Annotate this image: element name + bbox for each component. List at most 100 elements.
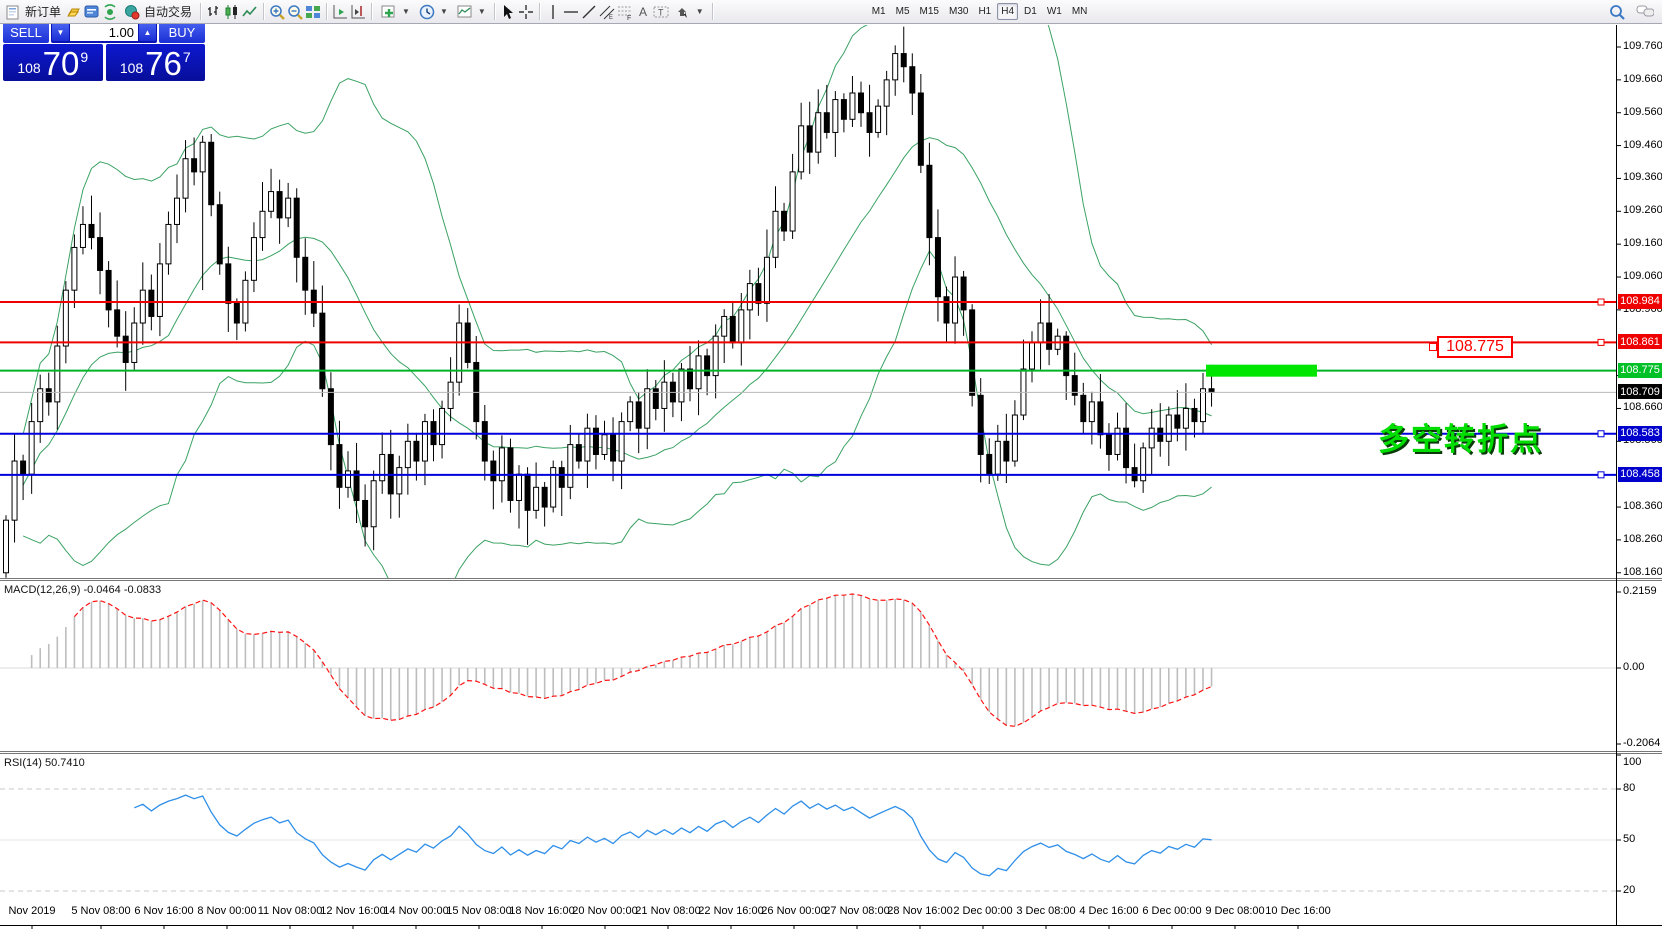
terminal-icon[interactable] <box>83 3 101 21</box>
periods-button[interactable]: ▼ <box>414 1 452 22</box>
time-axis-label: 22 Nov 16:00 <box>698 905 764 917</box>
macd-axis-tick: -0.2064 <box>1623 737 1661 749</box>
price-line-label: 108.984 <box>1618 293 1662 309</box>
candle-chart-icon[interactable] <box>223 3 241 21</box>
one-click-trading-panel: SELL ▼ 1.00 ▲ BUY 108 70 9 108 76 7 <box>3 21 205 81</box>
rsi-label: RSI(14) 50.7410 <box>4 757 85 769</box>
price-axis-tick: 109.460 <box>1623 138 1662 151</box>
time-axis-label: Nov 2019 <box>8 905 56 917</box>
volume-decrease-button[interactable]: ▼ <box>52 23 69 41</box>
price-axis-tick: 109.060 <box>1623 270 1662 283</box>
chart-annotation-text: 多空转折点 <box>1378 422 1543 457</box>
price-axis-tick: 108.360 <box>1623 500 1662 513</box>
time-axis-label: 12 Nov 16:00 <box>320 905 386 917</box>
price-axis-tick: 109.360 <box>1623 171 1662 184</box>
price-line-label: 108.775 <box>1618 362 1662 378</box>
zoom-out-icon[interactable] <box>286 3 304 21</box>
arrows-icon <box>674 3 692 21</box>
timeframe-M5[interactable]: M5 <box>895 6 910 17</box>
main-toolbar: 新订单 自动交易 ▼ <box>0 0 1662 24</box>
time-axis-label: 3 Dec 08:00 <box>1016 905 1076 917</box>
trendline-icon[interactable] <box>580 3 598 21</box>
time-axis-label: 20 Nov 00:00 <box>572 905 638 917</box>
horizontal-line-icon[interactable] <box>562 3 580 21</box>
sell-price-int: 108 <box>17 60 41 76</box>
time-axis-label: 8 Nov 00:00 <box>197 905 257 917</box>
chat-icon[interactable] <box>1636 3 1654 21</box>
chevron-down-icon: ▼ <box>695 7 704 16</box>
volume-input[interactable]: 1.00 <box>70 23 138 41</box>
timeframe-group: M1 M5 M15 M30 H1 H4 D1 W1 MN <box>867 3 1093 20</box>
autotrade-button[interactable]: 自动交易 <box>119 1 196 22</box>
time-axis-label: 21 Nov 08:00 <box>635 905 701 917</box>
toolbar-separator <box>263 3 265 20</box>
time-axis-label: 15 Nov 08:00 <box>446 905 512 917</box>
text-icon[interactable]: A <box>634 3 652 21</box>
buy-price-int: 108 <box>119 60 144 76</box>
timeframe-H1[interactable]: H1 <box>978 6 992 17</box>
vertical-line-icon[interactable] <box>544 3 562 21</box>
signal-icon[interactable] <box>101 3 119 21</box>
sell-price-main: 70 <box>42 45 80 82</box>
timeframe-M15[interactable]: M15 <box>919 6 939 17</box>
chart-shift-icon[interactable] <box>349 3 367 21</box>
chart-window[interactable] <box>0 24 1662 945</box>
toolbar-separator <box>538 3 540 20</box>
sell-price-display[interactable]: 108 70 9 <box>3 44 103 81</box>
toolbar-separator <box>326 3 328 20</box>
channel-icon[interactable]: E <box>598 3 616 21</box>
timeframe-H4[interactable]: H4 <box>997 3 1019 20</box>
timeframe-MN[interactable]: MN <box>1071 6 1088 17</box>
time-axis-label: 9 Dec 08:00 <box>1205 905 1265 917</box>
new-order-button[interactable]: 新订单 <box>0 1 65 22</box>
indicators-button[interactable]: ▼ <box>376 1 414 22</box>
time-axis-label: 18 Nov 16:00 <box>509 905 575 917</box>
buy-price-sup: 7 <box>182 49 191 65</box>
chevron-down-icon: ▼ <box>477 7 486 16</box>
arrows-button[interactable]: ▼ <box>670 1 708 22</box>
autotrade-icon <box>123 3 141 21</box>
timeframe-M1[interactable]: M1 <box>871 6 886 17</box>
macd-axis-tick: 0.2159 <box>1623 585 1657 597</box>
price-line-label: 108.861 <box>1618 334 1662 350</box>
price-tag-anchor <box>1429 343 1437 351</box>
sell-button[interactable]: SELL <box>3 21 49 43</box>
time-axis-label: 5 Nov 08:00 <box>71 905 131 917</box>
timeframe-D1[interactable]: D1 <box>1024 6 1037 17</box>
rsi-axis-tick: 20 <box>1623 884 1636 896</box>
indicators-icon <box>380 3 398 21</box>
price-tag-label: 108.775 <box>1437 336 1513 358</box>
tile-windows-icon[interactable] <box>304 3 322 21</box>
timeframe-M30[interactable]: M30 <box>948 6 969 17</box>
toolbar-separator <box>200 3 202 20</box>
fibonacci-icon[interactable]: F <box>616 3 634 21</box>
buy-price-display[interactable]: 108 76 7 <box>105 44 205 81</box>
price-axis-tick: 109.560 <box>1623 105 1662 118</box>
svg-text:F: F <box>627 15 631 21</box>
templates-button[interactable]: ▼ <box>452 1 490 22</box>
price-axis-tick: 108.260 <box>1623 532 1662 545</box>
svg-text:A: A <box>639 5 647 19</box>
time-axis-label: 10 Dec 16:00 <box>1265 905 1331 917</box>
line-chart-icon[interactable] <box>241 3 259 21</box>
search-icon[interactable] <box>1608 3 1626 21</box>
buy-button[interactable]: BUY <box>159 21 205 43</box>
zoom-in-icon[interactable] <box>268 3 286 21</box>
bar-chart-icon[interactable] <box>205 3 223 21</box>
toolbar-separator <box>371 3 373 20</box>
crosshair-icon[interactable] <box>517 3 535 21</box>
volume-increase-button[interactable]: ▲ <box>139 23 156 41</box>
timeframe-W1[interactable]: W1 <box>1046 6 1062 17</box>
new-order-icon <box>4 3 22 21</box>
cursor-icon[interactable] <box>499 3 517 21</box>
chevron-down-icon: ▼ <box>439 7 448 16</box>
price-line-label: 108.458 <box>1618 466 1662 482</box>
rsi-axis-tick: 100 <box>1623 756 1642 768</box>
price-axis-tick: 109.260 <box>1623 204 1662 217</box>
new-order-label: 新订单 <box>25 5 62 19</box>
label-icon[interactable]: T <box>652 3 670 21</box>
gold-icon[interactable] <box>65 3 83 21</box>
macd-axis-tick: 0.00 <box>1623 661 1645 673</box>
auto-scroll-icon[interactable] <box>331 3 349 21</box>
